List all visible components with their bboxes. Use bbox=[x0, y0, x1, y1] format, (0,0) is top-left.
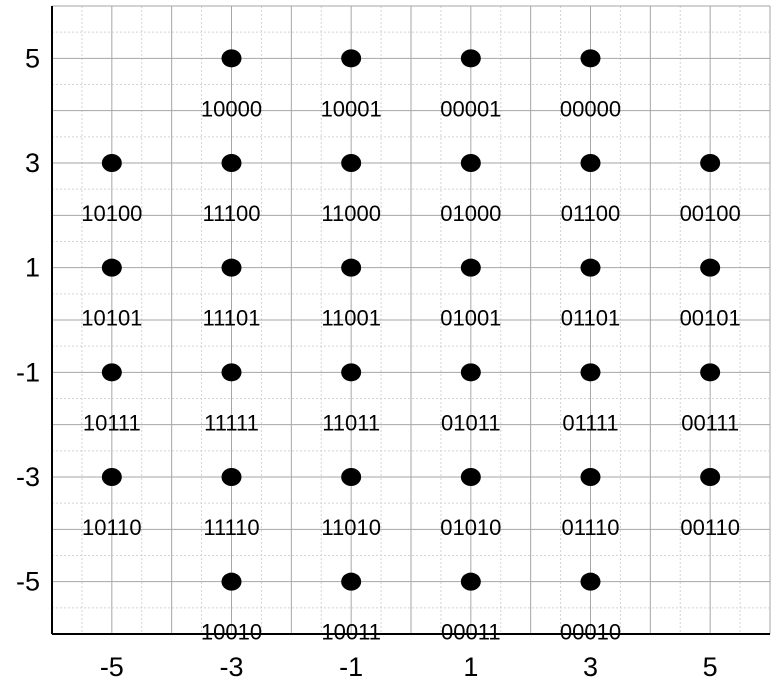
x-tick-label: -3 bbox=[219, 652, 243, 682]
point-label: 01010 bbox=[440, 515, 501, 540]
data-point bbox=[341, 363, 362, 382]
point-label: 01110 bbox=[562, 515, 620, 540]
point-label: 11010 bbox=[321, 515, 381, 540]
data-point bbox=[700, 363, 721, 382]
data-point bbox=[700, 468, 721, 486]
data-point bbox=[460, 154, 481, 172]
data-point bbox=[221, 468, 242, 486]
data-point bbox=[460, 572, 481, 591]
x-tick-label: 3 bbox=[583, 652, 598, 682]
data-point bbox=[580, 468, 601, 486]
point-label: 00000 bbox=[560, 96, 621, 121]
y-tick-label: -5 bbox=[16, 567, 40, 597]
y-tick-label: -3 bbox=[16, 462, 40, 492]
x-tick-label: -5 bbox=[100, 652, 124, 682]
data-point bbox=[580, 154, 601, 172]
data-point bbox=[221, 363, 242, 382]
data-point bbox=[580, 572, 601, 591]
point-label: 11100 bbox=[203, 201, 261, 226]
point-label: 10010 bbox=[201, 620, 262, 645]
point-label: 00010 bbox=[560, 620, 621, 645]
grid bbox=[51, 5, 771, 635]
data-points bbox=[101, 49, 721, 591]
point-label: 10001 bbox=[321, 96, 382, 121]
y-tick-label: -1 bbox=[16, 357, 40, 387]
point-label: 11111 bbox=[204, 410, 259, 435]
x-tick-label: -1 bbox=[339, 652, 363, 682]
point-label: 01000 bbox=[440, 201, 501, 226]
point-label: 11000 bbox=[321, 201, 381, 226]
data-point bbox=[221, 572, 242, 591]
point-label: 10011 bbox=[321, 620, 381, 645]
point-label: 10110 bbox=[82, 515, 142, 540]
point-label: 11101 bbox=[203, 306, 261, 331]
point-labels: 10000 10001 00001 00000 10100 11100 11000 01000… bbox=[81, 96, 741, 644]
data-point bbox=[580, 49, 601, 68]
data-point bbox=[101, 468, 122, 486]
data-point bbox=[341, 258, 362, 277]
point-label: 10111 bbox=[83, 410, 141, 435]
data-point bbox=[460, 258, 481, 277]
point-label: 11011 bbox=[322, 410, 380, 435]
y-tick-labels: 5 3 1 -1 -3 -5 bbox=[16, 43, 40, 596]
point-label: 00111 bbox=[681, 410, 739, 435]
point-label: 01001 bbox=[440, 306, 501, 331]
data-point bbox=[341, 49, 362, 68]
point-label: 01111 bbox=[562, 410, 618, 435]
x-tick-label: 5 bbox=[703, 652, 718, 682]
data-point bbox=[460, 468, 481, 486]
data-point bbox=[101, 154, 122, 172]
data-point bbox=[341, 572, 362, 591]
data-point bbox=[700, 258, 721, 277]
data-point bbox=[221, 154, 242, 172]
point-label: 11001 bbox=[321, 306, 381, 331]
data-point bbox=[341, 154, 362, 172]
point-label: 00101 bbox=[680, 306, 741, 331]
data-point bbox=[221, 49, 242, 68]
data-point bbox=[341, 468, 362, 486]
point-label: 10000 bbox=[201, 96, 262, 121]
data-point bbox=[101, 363, 122, 382]
point-label: 01101 bbox=[561, 306, 621, 331]
y-tick-label: 3 bbox=[25, 148, 40, 178]
point-label: 01100 bbox=[561, 201, 621, 226]
data-point bbox=[460, 49, 481, 68]
axes bbox=[51, 6, 770, 635]
point-label: 00100 bbox=[680, 201, 741, 226]
point-label: 00011 bbox=[441, 620, 501, 645]
data-point bbox=[460, 363, 481, 382]
point-label: 00001 bbox=[440, 96, 501, 121]
data-point bbox=[700, 154, 721, 172]
data-point bbox=[580, 363, 601, 382]
x-tick-labels: -5 -3 -1 1 3 5 bbox=[100, 652, 718, 682]
point-label: 01011 bbox=[441, 410, 501, 435]
y-tick-label: 5 bbox=[25, 43, 40, 73]
point-label: 10101 bbox=[81, 306, 142, 331]
data-point bbox=[580, 258, 601, 277]
point-label: 00110 bbox=[680, 515, 740, 540]
point-label: 10100 bbox=[81, 201, 142, 226]
x-tick-label: 1 bbox=[463, 652, 478, 682]
data-point bbox=[221, 258, 242, 277]
y-tick-label: 1 bbox=[25, 253, 40, 283]
point-label: 11110 bbox=[203, 515, 259, 540]
data-point bbox=[101, 258, 122, 277]
